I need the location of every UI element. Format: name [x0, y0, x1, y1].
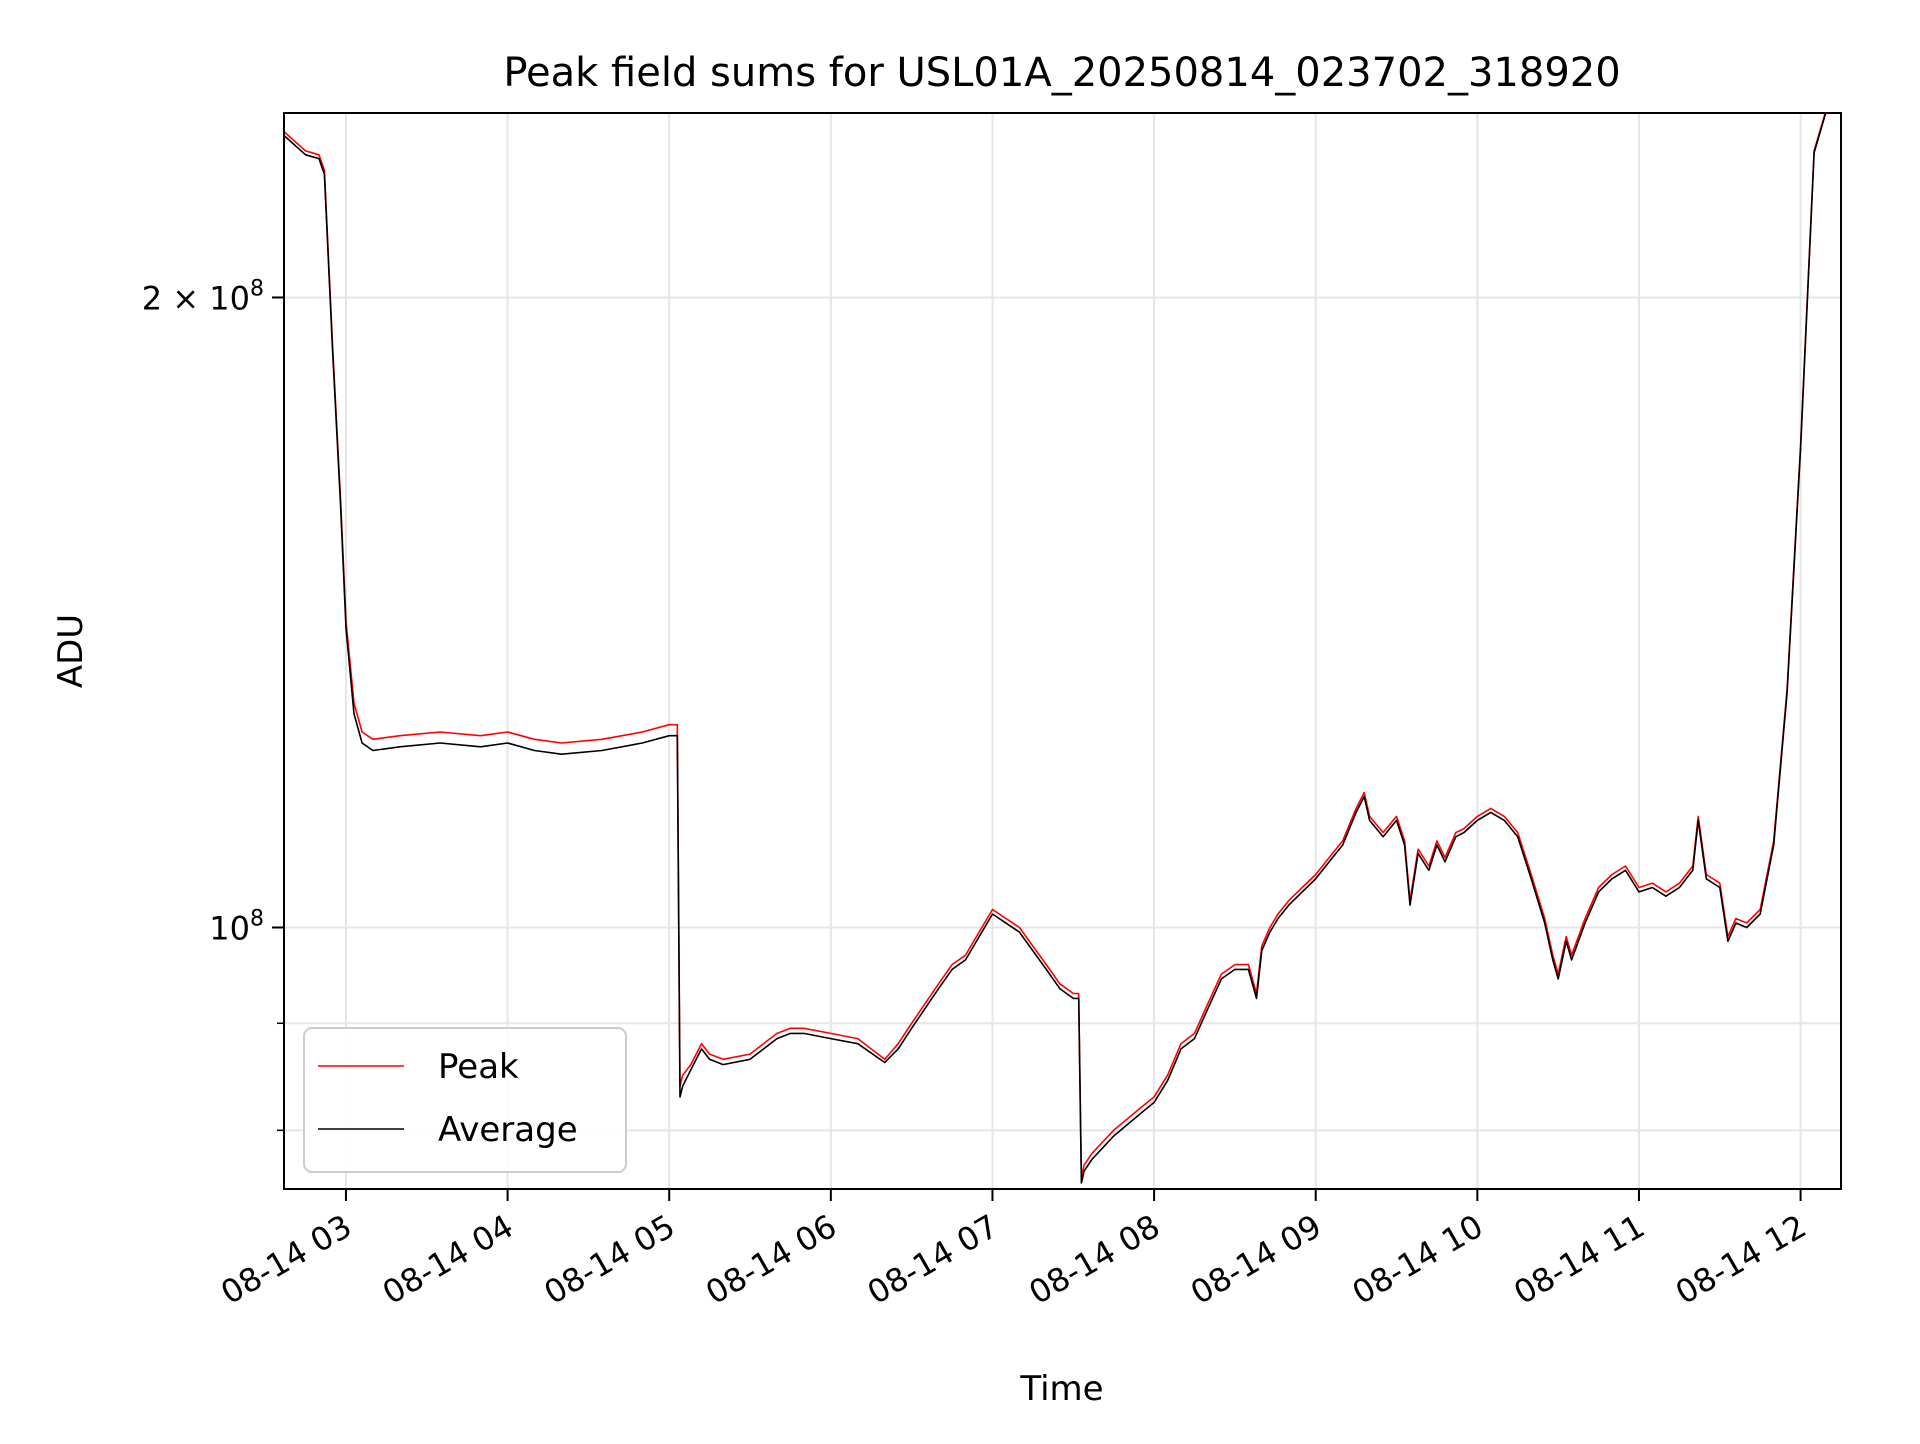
- series-line-peak: [284, 113, 1827, 1178]
- y-tick-label-base: 10: [209, 910, 250, 948]
- y-tick-label: 2 × 108: [142, 276, 264, 317]
- y-tick-label-exponent: 8: [250, 907, 264, 932]
- y-tick-label-base: 2 × 10: [142, 279, 250, 317]
- series-layer: [284, 113, 1827, 1184]
- y-axis-label: ADU: [51, 614, 91, 688]
- legend-label-average: Average: [438, 1110, 578, 1150]
- y-tick-label: 108: [209, 907, 264, 948]
- y-tick-label-exponent: 8: [250, 276, 264, 301]
- legend-box: [303, 1027, 627, 1173]
- x-axis-label: Time: [1019, 1369, 1103, 1409]
- series-line-average: [284, 113, 1827, 1184]
- chart-title: Peak field sums for USL01A_20250814_0237…: [503, 50, 1620, 96]
- plot-frame: [283, 112, 1842, 1190]
- legend-label-peak: Peak: [438, 1047, 519, 1087]
- legend: Peak Average: [303, 1027, 627, 1173]
